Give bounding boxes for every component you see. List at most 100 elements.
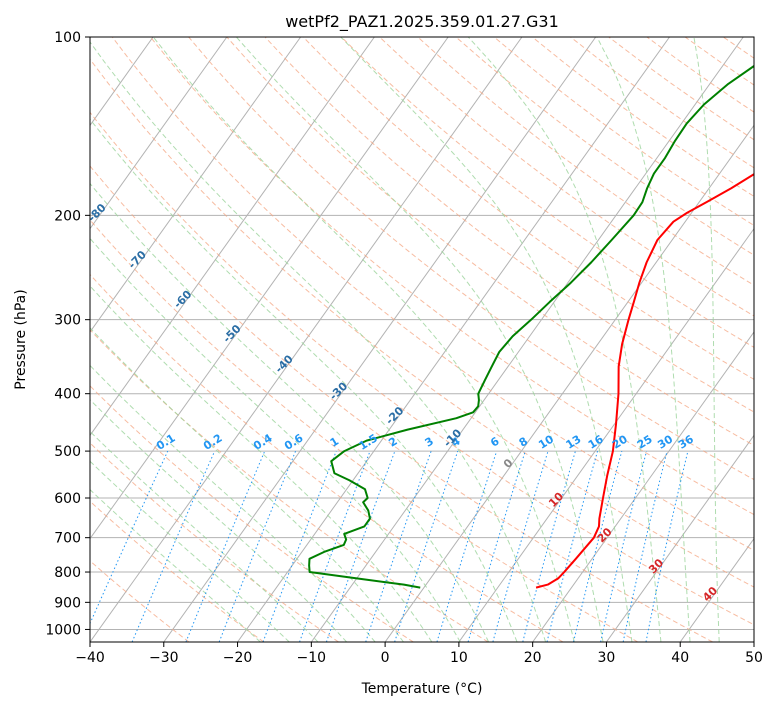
mixing-ratio-label: 1.5 (357, 431, 380, 452)
dry-adiabat-label: -20 (383, 404, 406, 427)
y-tick-label: 900 (54, 595, 81, 611)
dry-adiabat-line (90, 219, 639, 642)
dry-adiabat-line (90, 273, 564, 642)
mixing-ratio-label: 36 (676, 432, 696, 451)
moist-adiabat-line (90, 430, 319, 642)
dry-adiabat-line (90, 58, 754, 588)
x-tick-label: 40 (671, 650, 689, 666)
isotherm-line (90, 37, 375, 437)
isotherm-line (90, 37, 302, 333)
moist-adiabat-line (693, 37, 720, 642)
dry-adiabat-line (761, 37, 775, 642)
moist-adiabat-line (90, 285, 433, 642)
chart-title: wetPf2_PAZ1.2025.359.01.27.G31 (285, 12, 559, 32)
dry-adiabat-line (188, 37, 754, 481)
x-tick-label: 30 (598, 650, 616, 666)
isotherm-line (606, 434, 754, 642)
y-tick-label: 200 (54, 208, 81, 224)
mixing-ratio-label: 30 (655, 432, 675, 451)
mixing-ratio-line (573, 450, 623, 642)
mixing-ratio-line (467, 450, 526, 642)
x-tick-label: −20 (223, 650, 253, 666)
mixing-ratio-label: 0.4 (251, 431, 275, 453)
moist-adiabat-line (596, 37, 691, 642)
mixing-ratio-line (600, 450, 648, 642)
moist-adiabat-line (90, 364, 376, 642)
mixing-ratio-label: 1 (328, 435, 341, 450)
isotherm-line (532, 331, 754, 642)
plot-area-frame (89, 36, 755, 643)
isotherm-line (0, 37, 79, 642)
mixing-ratio-line (394, 450, 459, 642)
y-tick-label: 500 (54, 444, 81, 460)
mixing-ratio-label: 2 (386, 435, 399, 450)
mixing-ratio-label: 13 (564, 433, 584, 452)
dry-adiabat-line (90, 560, 190, 642)
dry-adiabat-label: -50 (220, 322, 243, 345)
x-axis-label: Temperature (°C) (361, 681, 483, 697)
mixing-ratio-label: 25 (635, 433, 655, 452)
x-tick-label: 0 (381, 650, 390, 666)
moist-adiabat-line (90, 460, 290, 642)
moist-adiabat-line (90, 182, 490, 642)
mixing-ratio-line (185, 450, 266, 642)
dry-adiabat-line (532, 37, 754, 197)
series-layer (308, 64, 754, 589)
dry-adiabat-line (684, 37, 754, 86)
moist-adiabat-label: 0 (501, 456, 516, 471)
y-axis-label: Pressure (hPa) (13, 289, 29, 389)
dry-adiabat-line (111, 37, 754, 551)
mixing-ratio-line (522, 450, 576, 642)
mixing-ratio-line (262, 450, 337, 642)
mixing-ratio-line (645, 450, 689, 642)
y-tick-label: 700 (54, 531, 81, 547)
mixing-ratio-line (299, 450, 371, 642)
moist-adiabat-line (90, 41, 547, 642)
isotherm-line (458, 227, 754, 642)
isotherm-line (679, 537, 754, 642)
x-tick-label: 50 (745, 650, 763, 666)
mixing-ratio-line (492, 450, 549, 642)
dry-adiabat-line (264, 37, 754, 413)
isotherm-line (90, 37, 449, 540)
x-tick-label: −40 (75, 650, 105, 666)
dewpoint-profile-line (308, 64, 754, 589)
moist-adiabat-label: 10 (546, 490, 566, 510)
mixing-ratio-label: 3 (423, 435, 436, 450)
y-tick-label: 400 (54, 387, 81, 403)
mixing-ratio-label: 10 (536, 432, 556, 451)
mixing-ratio-label: 16 (586, 432, 606, 451)
dry-adiabat-line (302, 37, 754, 380)
dry-adiabat-line (341, 37, 754, 348)
chart-grid (0, 37, 754, 642)
dry-adiabat-label: -70 (126, 248, 149, 271)
dry-adiabat-label: -40 (273, 352, 296, 375)
adiabats-layer (90, 37, 775, 642)
isotherm-line (384, 124, 754, 642)
x-tick-label: −30 (149, 650, 179, 666)
y-tick-label: 300 (54, 313, 81, 329)
moist-adiabat-line (90, 118, 518, 642)
moist-adiabat-line (467, 37, 662, 642)
moist-adiabat-line (152, 37, 575, 642)
dry-adiabat-label: -30 (327, 379, 350, 402)
isotherm-line (90, 37, 228, 230)
dry-adiabat-line (90, 111, 754, 626)
dry-adiabat-line (150, 37, 754, 516)
dry-adiabat-line (90, 165, 713, 642)
isotherm-line (0, 37, 6, 642)
dry-adiabat-line (90, 442, 339, 642)
y-tick-label: 600 (54, 491, 81, 507)
dry-adiabat-line (90, 385, 414, 642)
moist-adiabat-line (235, 37, 604, 642)
x-tick-label: 20 (524, 650, 542, 666)
y-tick-label: 1000 (45, 622, 81, 638)
y-tick-label: 800 (54, 565, 81, 581)
dry-adiabat-line (646, 37, 754, 113)
dry-adiabat-line (455, 37, 754, 256)
mixing-ratio-line (365, 450, 432, 642)
x-axis: −40 −30 −20 −10 0 10 20 30 40 50 (75, 642, 763, 666)
mixing-ratio-line (131, 450, 216, 642)
moist-adiabat-line (340, 37, 633, 642)
moist-adiabat-line (90, 327, 404, 642)
